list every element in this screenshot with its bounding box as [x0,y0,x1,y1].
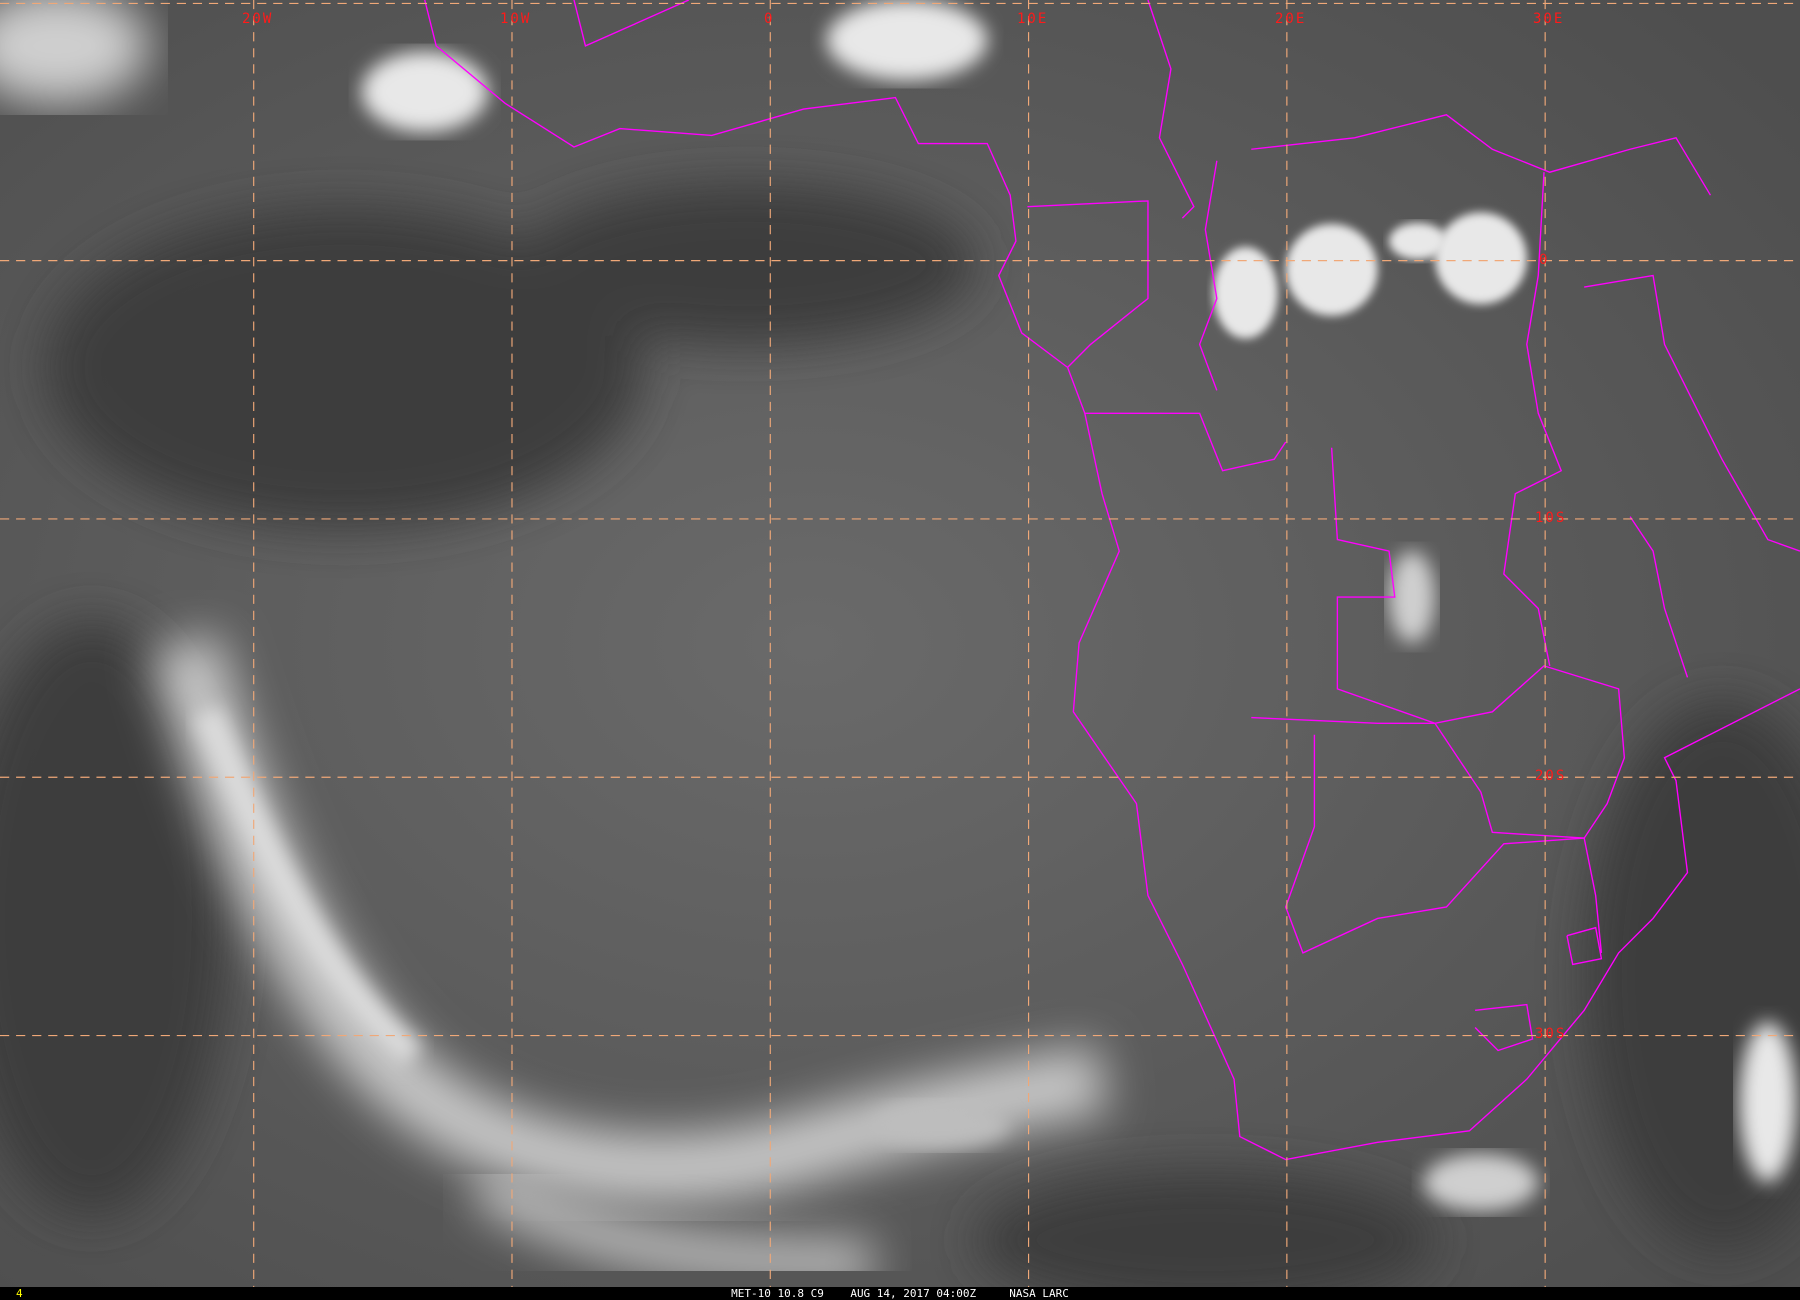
lat-label-0: 0 [1539,252,1550,268]
lon-label-10w: 10W [500,11,532,27]
lon-label-30e: 30E [1533,11,1565,27]
lat-label-10s: 10S [1535,510,1567,526]
lon-label-20e: 20E [1275,11,1307,27]
caption-bar: 4 MET-10 10.8 C9 AUG 14, 2017 04:00Z NAS… [0,1287,1800,1300]
lat-label-20s: 20S [1535,768,1567,784]
dark-cloud-free-regions [0,183,1800,1287]
lat-label-30s: 30S [1535,1026,1567,1042]
country-borders [424,0,1800,1161]
image-caption: MET-10 10.8 C9 AUG 14, 2017 04:00Z NASA … [731,1287,1069,1300]
lon-label-10e: 10E [1017,11,1049,27]
frame-number: 4 [16,1287,23,1300]
lon-label-0: 0 [764,11,775,27]
lon-label-20w: 20W [242,11,274,27]
